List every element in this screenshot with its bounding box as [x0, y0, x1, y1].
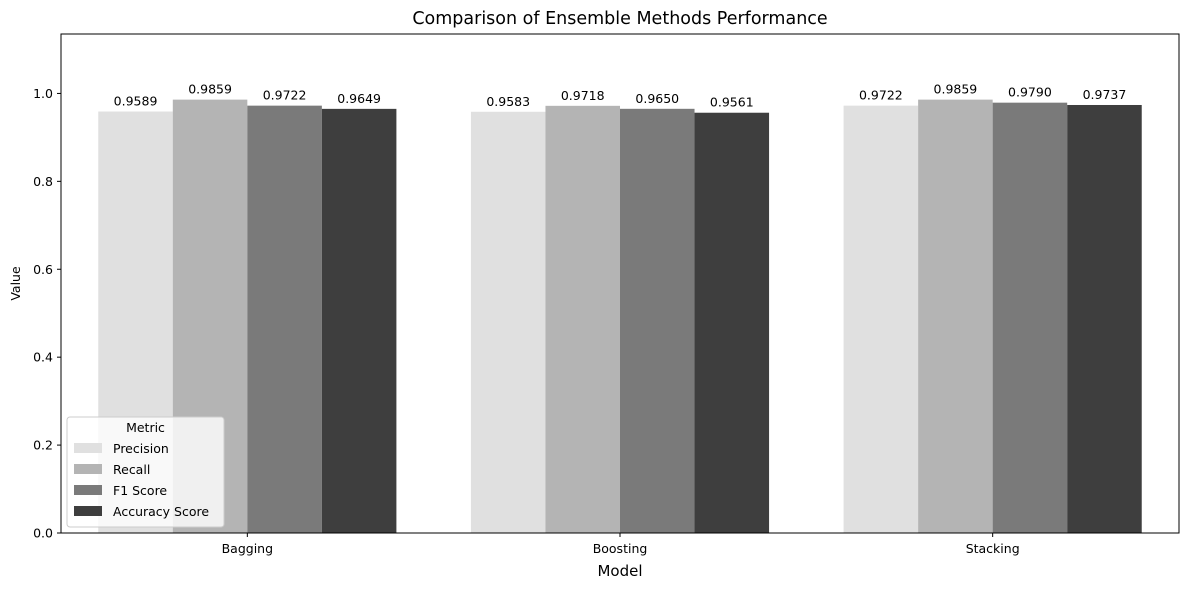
- data-label: 0.9790: [1008, 85, 1052, 100]
- x-tick-label: Stacking: [966, 541, 1020, 556]
- bar: [694, 112, 770, 534]
- x-tick-label: Boosting: [593, 541, 648, 556]
- bar: [992, 102, 1068, 533]
- legend-title: Metric: [126, 420, 165, 435]
- y-tick-label: 0.4: [33, 350, 53, 365]
- y-axis: 0.0 0.2 0.4 0.6 0.8 1.0: [33, 86, 61, 541]
- x-axis: Bagging Boosting Stacking: [222, 533, 1020, 556]
- bar: [1067, 104, 1142, 534]
- legend-box: [66, 416, 225, 528]
- plot-frame: [60, 33, 1180, 534]
- data-label: 0.9722: [263, 88, 307, 103]
- data-label: 0.9718: [561, 88, 605, 103]
- legend-entry: F1 Score: [113, 483, 167, 498]
- x-tick-label: Bagging: [222, 541, 273, 556]
- data-label: 0.9737: [1083, 87, 1127, 102]
- bar: [321, 108, 397, 533]
- bar: [470, 111, 546, 534]
- legend-swatch: [74, 464, 102, 474]
- legend-items: Precision Recall F1 Score Accuracy Score: [74, 441, 209, 519]
- bar: [545, 105, 620, 534]
- y-tick-label: 0.6: [33, 262, 53, 277]
- legend-entry: Accuracy Score: [113, 504, 209, 519]
- y-tick-label: 0.0: [33, 526, 53, 541]
- data-label: 0.9589: [114, 93, 158, 108]
- data-label: 0.9650: [635, 91, 679, 106]
- y-axis-label: Value: [8, 266, 23, 301]
- bars: [98, 99, 1142, 534]
- data-labels: 0.9589 0.9583 0.9722 0.9859 0.9718 0.9859 0.97…: [114, 82, 1127, 110]
- legend-entry: Precision: [113, 441, 169, 456]
- data-label: 0.9859: [188, 82, 232, 97]
- legend-swatch: [74, 506, 102, 516]
- bar: [918, 99, 993, 534]
- bar: [843, 105, 919, 533]
- data-label: 0.9561: [710, 95, 754, 110]
- legend-entry: Recall: [113, 462, 150, 477]
- legend-swatch: [74, 443, 102, 453]
- data-label: 0.9649: [337, 91, 381, 106]
- x-axis-label: Model: [597, 562, 642, 580]
- bar: [247, 105, 322, 533]
- y-tick-label: 0.2: [33, 438, 53, 453]
- data-label: 0.9859: [934, 82, 978, 97]
- data-label: 0.9722: [859, 88, 903, 103]
- y-tick-label: 1.0: [33, 86, 53, 101]
- data-label: 0.9583: [486, 94, 530, 109]
- chart-title: Comparison of Ensemble Methods Performan…: [412, 9, 827, 29]
- bar: [620, 108, 695, 534]
- y-tick-label: 0.8: [33, 174, 53, 189]
- legend: Metric Precision Recall F1 Score Accuracy S…: [66, 416, 225, 528]
- legend-swatch: [74, 485, 102, 495]
